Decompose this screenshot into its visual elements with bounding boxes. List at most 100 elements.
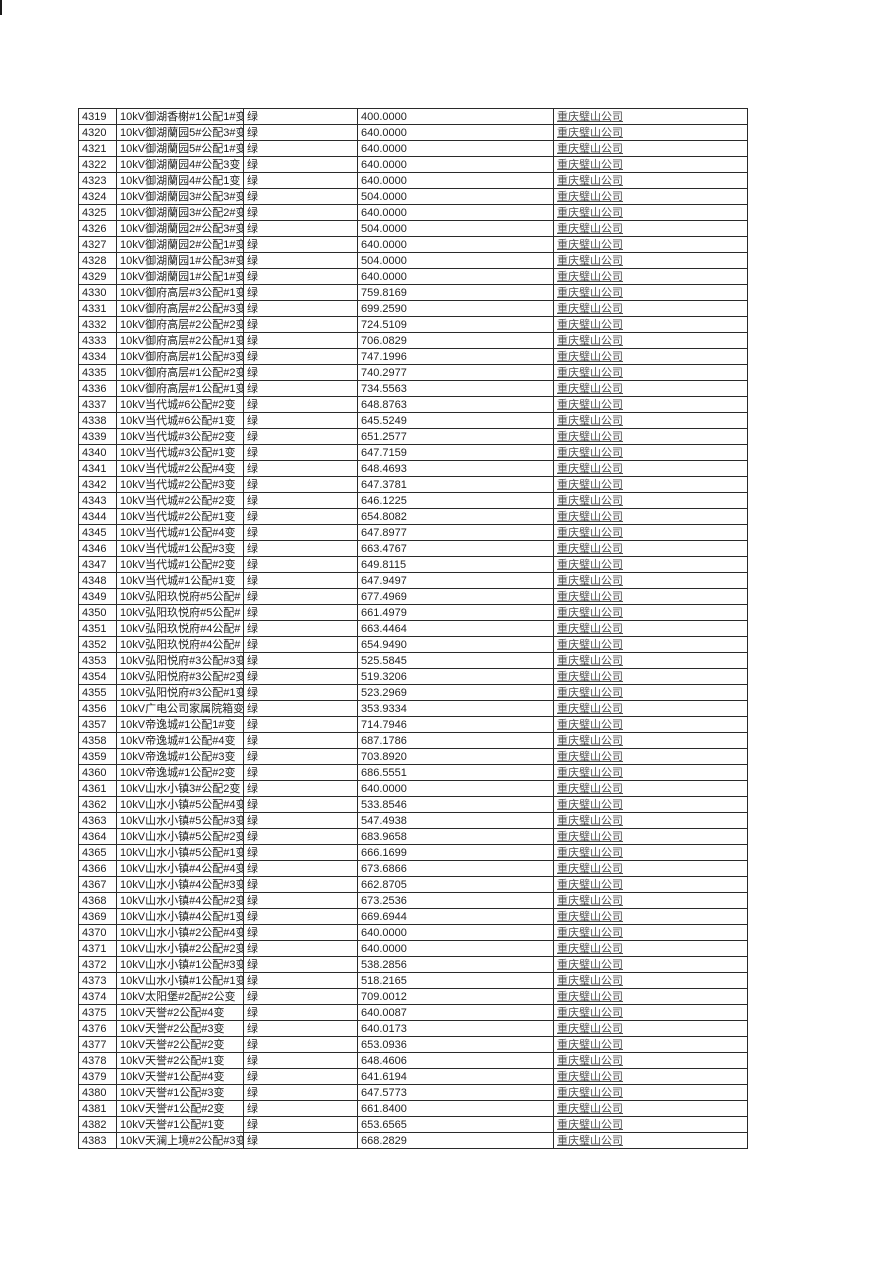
row-id-cell[interactable]: 4376 xyxy=(78,1020,117,1037)
status-cell[interactable]: 绿 xyxy=(243,1020,358,1037)
status-cell[interactable]: 绿 xyxy=(243,620,358,637)
device-name-cell[interactable]: 10kV山水小镇#5公配#1变 xyxy=(116,844,244,861)
row-id-cell[interactable]: 4368 xyxy=(78,892,117,909)
device-name-cell[interactable]: 10kV当代城#6公配#1变 xyxy=(116,412,244,429)
value-cell[interactable]: 661.8400 xyxy=(357,1100,554,1117)
status-cell[interactable]: 绿 xyxy=(243,588,358,605)
device-name-cell[interactable]: 10kV御湖蘭园4#公配3变 xyxy=(116,156,244,173)
device-name-cell[interactable]: 10kV山水小镇#4公配#2变 xyxy=(116,892,244,909)
device-name-cell[interactable]: 10kV山水小镇#2公配#2变 xyxy=(116,940,244,957)
status-cell[interactable]: 绿 xyxy=(243,1116,358,1133)
device-name-cell[interactable]: 10kV山水小镇#4公配#3变 xyxy=(116,876,244,893)
device-name-cell[interactable]: 10kV御湖香榭#1公配1#变 xyxy=(116,108,244,125)
status-cell[interactable]: 绿 xyxy=(243,444,358,461)
status-cell[interactable]: 绿 xyxy=(243,508,358,525)
device-name-cell[interactable]: 10kV当代城#3公配#2变 xyxy=(116,428,244,445)
value-cell[interactable]: 663.4767 xyxy=(357,540,554,557)
row-id-cell[interactable]: 4366 xyxy=(78,860,117,877)
status-cell[interactable]: 绿 xyxy=(243,572,358,589)
row-id-cell[interactable]: 4358 xyxy=(78,732,117,749)
company-cell[interactable]: 重庆璧山公司 xyxy=(553,604,748,621)
row-id-cell[interactable]: 4363 xyxy=(78,812,117,829)
row-id-cell[interactable]: 4367 xyxy=(78,876,117,893)
device-name-cell[interactable]: 10kV御湖蘭园1#公配1#变 xyxy=(116,268,244,285)
row-id-cell[interactable]: 4365 xyxy=(78,844,117,861)
device-name-cell[interactable]: 10kV当代城#2公配#3变 xyxy=(116,476,244,493)
company-cell[interactable]: 重庆璧山公司 xyxy=(553,1100,748,1117)
device-name-cell[interactable]: 10kV当代城#2公配#1变 xyxy=(116,508,244,525)
value-cell[interactable]: 669.6944 xyxy=(357,908,554,925)
device-name-cell[interactable]: 10kV当代城#3公配#1变 xyxy=(116,444,244,461)
row-id-cell[interactable]: 4322 xyxy=(78,156,117,173)
device-name-cell[interactable]: 10kV御府高层#1公配#3变 xyxy=(116,348,244,365)
device-name-cell[interactable]: 10kV山水小镇#5公配#4变 xyxy=(116,796,244,813)
value-cell[interactable]: 662.8705 xyxy=(357,876,554,893)
value-cell[interactable]: 641.6194 xyxy=(357,1068,554,1085)
device-name-cell[interactable]: 10kV弘阳玖悦府#4公配# xyxy=(116,636,244,653)
row-id-cell[interactable]: 4381 xyxy=(78,1100,117,1117)
device-name-cell[interactable]: 10kV当代城#2公配#4变 xyxy=(116,460,244,477)
status-cell[interactable]: 绿 xyxy=(243,1052,358,1069)
status-cell[interactable]: 绿 xyxy=(243,668,358,685)
value-cell[interactable]: 673.2536 xyxy=(357,892,554,909)
device-name-cell[interactable]: 10kV弘阳悦府#3公配#3变 xyxy=(116,652,244,669)
device-name-cell[interactable]: 10kV山水小镇#4公配#1变 xyxy=(116,908,244,925)
row-id-cell[interactable]: 4382 xyxy=(78,1116,117,1133)
row-id-cell[interactable]: 4348 xyxy=(78,572,117,589)
company-cell[interactable]: 重庆璧山公司 xyxy=(553,124,748,141)
device-name-cell[interactable]: 10kV御湖蘭园4#公配1变 xyxy=(116,172,244,189)
company-cell[interactable]: 重庆璧山公司 xyxy=(553,588,748,605)
device-name-cell[interactable]: 10kV太阳堡#2配#2公变 xyxy=(116,988,244,1005)
value-cell[interactable]: 519.3206 xyxy=(357,668,554,685)
device-name-cell[interactable]: 10kV山水小镇#5公配#2变 xyxy=(116,828,244,845)
company-cell[interactable]: 重庆璧山公司 xyxy=(553,140,748,157)
value-cell[interactable]: 740.2977 xyxy=(357,364,554,381)
device-name-cell[interactable]: 10kV山水小镇#1公配#3变 xyxy=(116,956,244,973)
company-cell[interactable]: 重庆璧山公司 xyxy=(553,956,748,973)
row-id-cell[interactable]: 4369 xyxy=(78,908,117,925)
company-cell[interactable]: 重庆璧山公司 xyxy=(553,300,748,317)
status-cell[interactable]: 绿 xyxy=(243,348,358,365)
value-cell[interactable]: 518.2165 xyxy=(357,972,554,989)
row-id-cell[interactable]: 4336 xyxy=(78,380,117,397)
row-id-cell[interactable]: 4333 xyxy=(78,332,117,349)
status-cell[interactable]: 绿 xyxy=(243,1068,358,1085)
company-cell[interactable]: 重庆璧山公司 xyxy=(553,396,748,413)
device-name-cell[interactable]: 10kV帝逸城#1公配#4变 xyxy=(116,732,244,749)
row-id-cell[interactable]: 4338 xyxy=(78,412,117,429)
row-id-cell[interactable]: 4325 xyxy=(78,204,117,221)
status-cell[interactable]: 绿 xyxy=(243,364,358,381)
value-cell[interactable]: 649.8115 xyxy=(357,556,554,573)
company-cell[interactable]: 重庆璧山公司 xyxy=(553,988,748,1005)
device-name-cell[interactable]: 10kV当代城#6公配#2变 xyxy=(116,396,244,413)
status-cell[interactable]: 绿 xyxy=(243,716,358,733)
company-cell[interactable]: 重庆璧山公司 xyxy=(553,524,748,541)
value-cell[interactable]: 640.0000 xyxy=(357,140,554,157)
value-cell[interactable]: 666.1699 xyxy=(357,844,554,861)
company-cell[interactable]: 重庆璧山公司 xyxy=(553,876,748,893)
company-cell[interactable]: 重庆璧山公司 xyxy=(553,204,748,221)
status-cell[interactable]: 绿 xyxy=(243,812,358,829)
value-cell[interactable]: 640.0000 xyxy=(357,204,554,221)
status-cell[interactable]: 绿 xyxy=(243,700,358,717)
status-cell[interactable]: 绿 xyxy=(243,428,358,445)
status-cell[interactable]: 绿 xyxy=(243,300,358,317)
device-name-cell[interactable]: 10kV当代城#1公配#2变 xyxy=(116,556,244,573)
status-cell[interactable]: 绿 xyxy=(243,220,358,237)
device-name-cell[interactable]: 10kV当代城#1公配#4变 xyxy=(116,524,244,541)
company-cell[interactable]: 重庆璧山公司 xyxy=(553,1068,748,1085)
row-id-cell[interactable]: 4350 xyxy=(78,604,117,621)
status-cell[interactable]: 绿 xyxy=(243,892,358,909)
status-cell[interactable]: 绿 xyxy=(243,556,358,573)
device-name-cell[interactable]: 10kV天誉#1公配#3变 xyxy=(116,1084,244,1101)
row-id-cell[interactable]: 4360 xyxy=(78,764,117,781)
company-cell[interactable]: 重庆璧山公司 xyxy=(553,252,748,269)
company-cell[interactable]: 重庆璧山公司 xyxy=(553,348,748,365)
device-name-cell[interactable]: 10kV御湖蘭园3#公配3#变 xyxy=(116,188,244,205)
value-cell[interactable]: 504.0000 xyxy=(357,252,554,269)
company-cell[interactable]: 重庆璧山公司 xyxy=(553,236,748,253)
company-cell[interactable]: 重庆璧山公司 xyxy=(553,364,748,381)
company-cell[interactable]: 重庆璧山公司 xyxy=(553,636,748,653)
row-id-cell[interactable]: 4324 xyxy=(78,188,117,205)
row-id-cell[interactable]: 4377 xyxy=(78,1036,117,1053)
